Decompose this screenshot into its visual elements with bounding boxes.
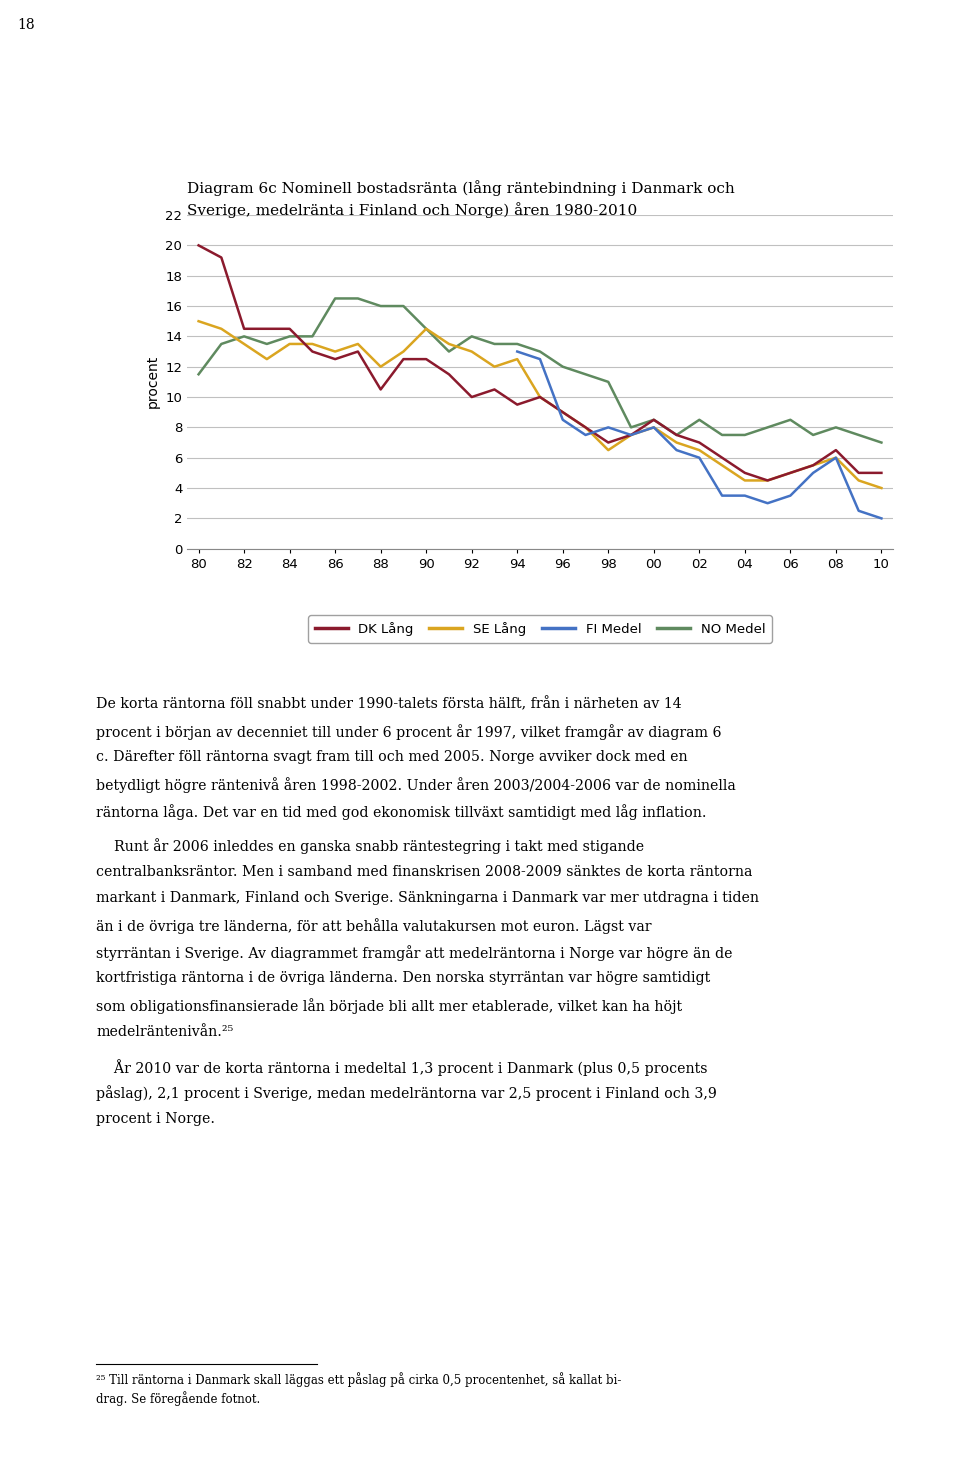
Text: ²⁵ Till räntorna i Danmark skall läggas ett påslag på cirka 0,5 procentenhet, så: ²⁵ Till räntorna i Danmark skall läggas … xyxy=(96,1372,621,1406)
Text: räntorna låga. Det var en tid med god ekonomisk tillväxt samtidigt med låg infla: räntorna låga. Det var en tid med god ek… xyxy=(96,804,707,820)
Text: procent i Norge.: procent i Norge. xyxy=(96,1112,215,1126)
Text: c. Därefter föll räntorna svagt fram till och med 2005. Norge avviker dock med e: c. Därefter föll räntorna svagt fram til… xyxy=(96,750,687,764)
Text: medelräntenivån.²⁵: medelräntenivån.²⁵ xyxy=(96,1025,233,1038)
Y-axis label: procent: procent xyxy=(146,356,159,408)
Text: De korta räntorna föll snabbt under 1990-talets första hälft, från i närheten av: De korta räntorna föll snabbt under 1990… xyxy=(96,697,682,712)
Legend: DK Lång, SE Lång, FI Medel, NO Medel: DK Lång, SE Lång, FI Medel, NO Medel xyxy=(308,615,772,642)
Text: procent i början av decenniet till under 6 procent år 1997, vilket framgår av di: procent i början av decenniet till under… xyxy=(96,724,722,740)
Text: 18: 18 xyxy=(17,18,35,31)
Text: än i de övriga tre länderna, för att behålla valutakursen mot euron. Lägst var: än i de övriga tre länderna, för att beh… xyxy=(96,918,652,934)
Text: som obligationsfinansierade lån började bli allt mer etablerade, vilket kan ha h: som obligationsfinansierade lån började … xyxy=(96,998,683,1014)
Text: Runt år 2006 inleddes en ganska snabb räntestegring i takt med stigande: Runt år 2006 inleddes en ganska snabb rä… xyxy=(96,838,644,854)
Text: påslag), 2,1 procent i Sverige, medan medelräntorna var 2,5 procent i Finland oc: påslag), 2,1 procent i Sverige, medan me… xyxy=(96,1086,717,1102)
Text: styrräntan i Sverige. Av diagrammet framgår att medelräntorna i Norge var högre : styrräntan i Sverige. Av diagrammet fram… xyxy=(96,945,732,961)
Text: Sverige, medelränta i Finland och Norge) åren 1980-2010: Sverige, medelränta i Finland och Norge)… xyxy=(187,202,637,218)
Text: Diagram 6c Nominell bostadsränta (lång räntebindning i Danmark och: Diagram 6c Nominell bostadsränta (lång r… xyxy=(187,179,735,196)
Text: markant i Danmark, Finland och Sverige. Sänkningarna i Danmark var mer utdragna : markant i Danmark, Finland och Sverige. … xyxy=(96,891,759,905)
Text: betydligt högre räntenivå åren 1998-2002. Under åren 2003/2004-2006 var de nomin: betydligt högre räntenivå åren 1998-2002… xyxy=(96,777,735,793)
Text: År 2010 var de korta räntorna i medeltal 1,3 procent i Danmark (plus 0,5 procent: År 2010 var de korta räntorna i medeltal… xyxy=(96,1059,708,1075)
Text: centralbanksräntor. Men i samband med finanskrisen 2008-2009 sänktes de korta rä: centralbanksräntor. Men i samband med fi… xyxy=(96,865,753,878)
Text: kortfristiga räntorna i de övriga länderna. Den norska styrräntan var högre samt: kortfristiga räntorna i de övriga länder… xyxy=(96,971,710,985)
